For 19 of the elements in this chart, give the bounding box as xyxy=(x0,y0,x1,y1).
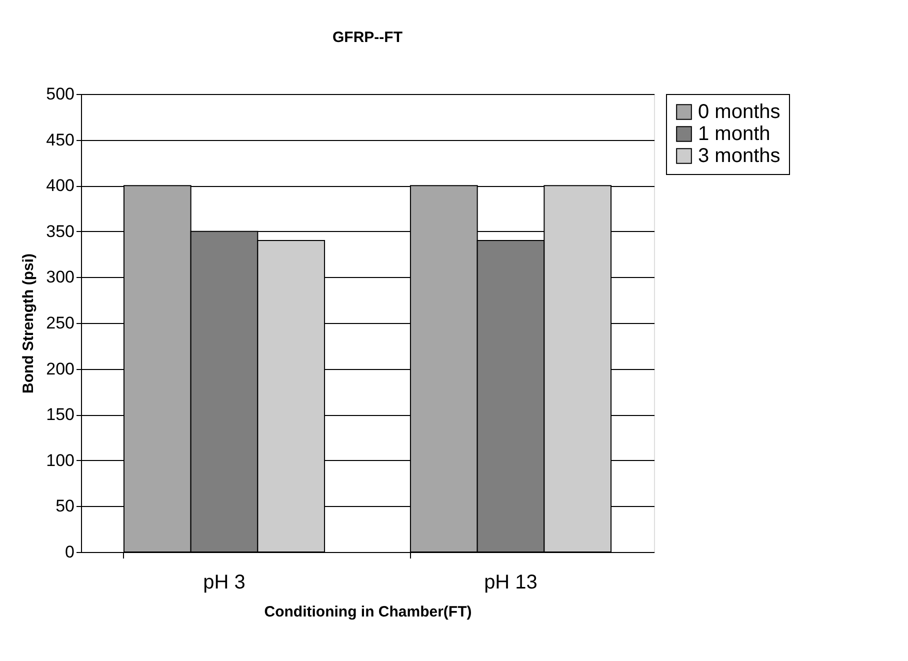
legend-label: 3 months xyxy=(698,145,780,167)
y-tick-label: 100 xyxy=(46,450,74,470)
y-tick-label: 500 xyxy=(46,84,74,104)
chart-title: GFRP--FT xyxy=(332,29,402,46)
y-tick-label: 0 xyxy=(65,542,74,562)
y-axis-title: Bond Strength (psi) xyxy=(20,254,38,394)
x-tick-label: pH 13 xyxy=(484,572,538,594)
y-tick-label: 450 xyxy=(46,130,74,150)
x-tick-label: pH 3 xyxy=(203,572,246,594)
y-tick-label: 250 xyxy=(46,314,74,332)
legend-label: 0 months xyxy=(698,101,780,123)
y-tick-label: 150 xyxy=(46,405,74,424)
legend-label: 1 month xyxy=(698,123,770,145)
y-tick-label: 400 xyxy=(46,176,74,196)
y-tick-label: 300 xyxy=(46,268,74,287)
y-tick-label: 200 xyxy=(46,359,74,378)
y-tick-label: 50 xyxy=(56,496,74,516)
y-tick-label: 350 xyxy=(46,222,74,241)
x-axis-title: Conditioning in Chamber(FT) xyxy=(264,604,472,620)
